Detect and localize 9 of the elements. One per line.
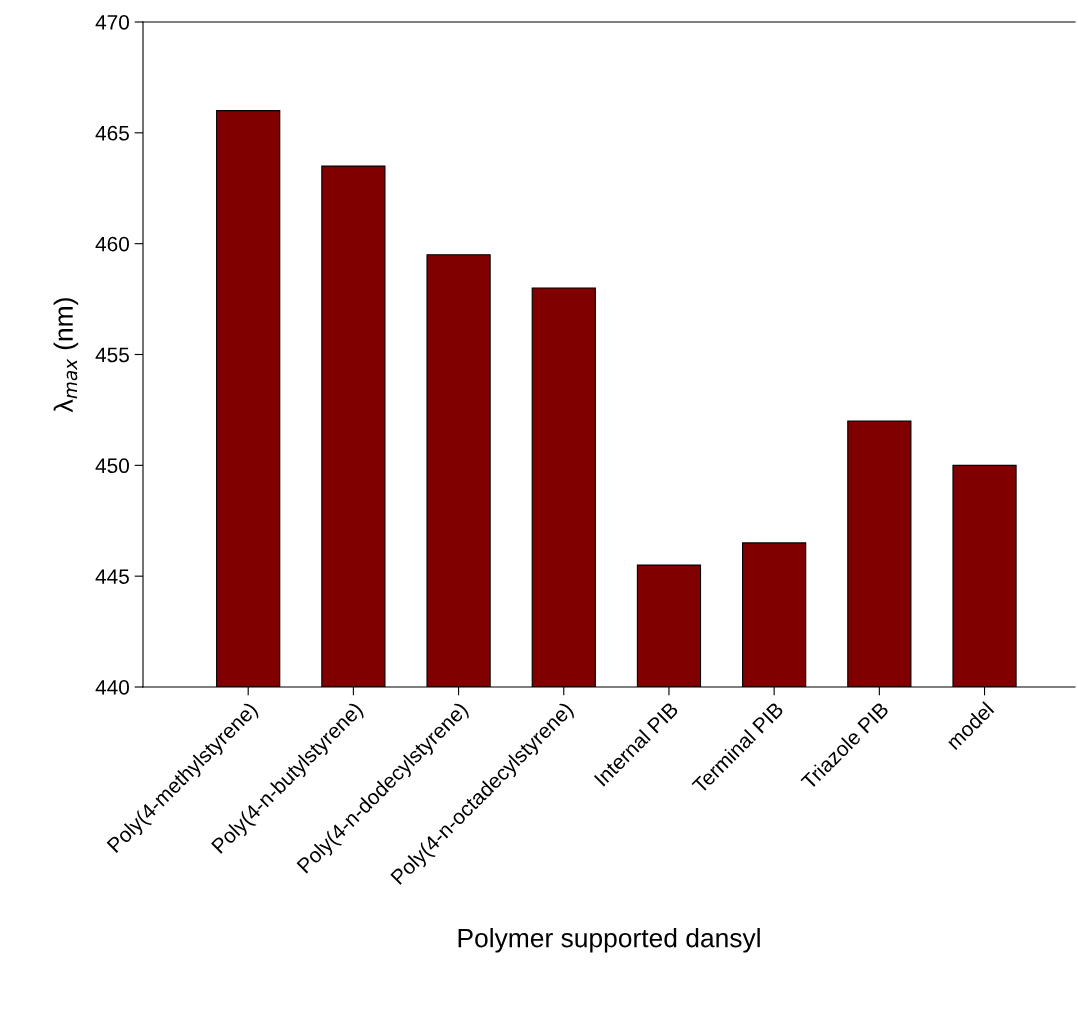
y-axis-title: λ$_{max}$ (nm) — [53, 298, 79, 413]
y-tick-label: 455 — [95, 347, 129, 363]
y-tick-label: 470 — [95, 15, 129, 30]
x-axis-title: Polymer supported dansyl — [458, 928, 760, 953]
y-tick-label: 450 — [95, 458, 129, 474]
y-tick-label: 440 — [95, 680, 129, 695]
y-tick-label: 460 — [95, 236, 129, 252]
y-tick-label: 465 — [95, 125, 129, 141]
y-tick-label: 445 — [95, 569, 129, 584]
